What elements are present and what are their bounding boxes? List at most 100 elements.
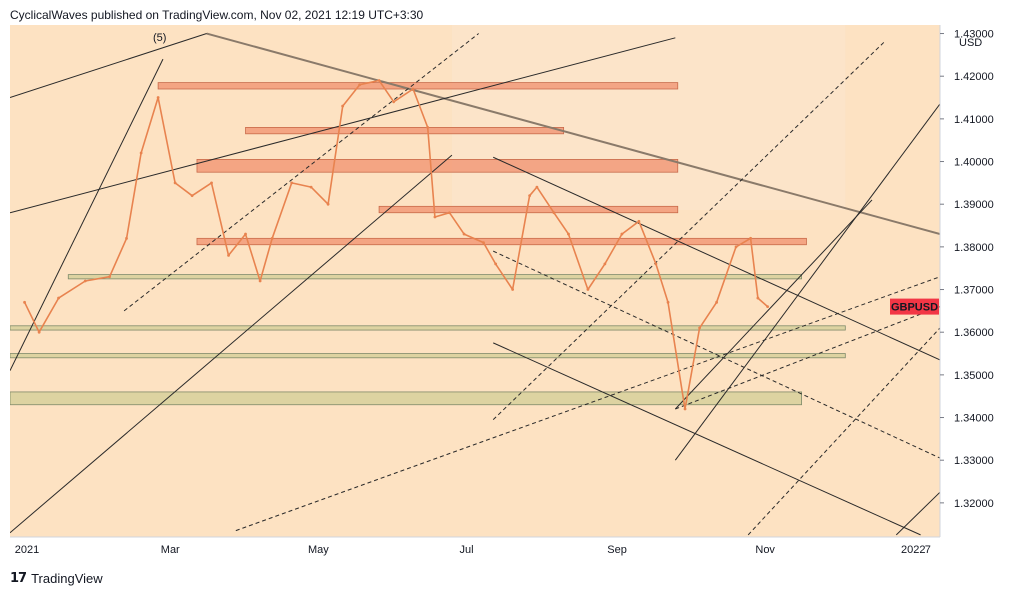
price-tick-label: 1.41000 bbox=[954, 114, 994, 126]
price-point bbox=[603, 262, 607, 266]
price-tick-label: 1.32000 bbox=[954, 498, 994, 510]
price-point bbox=[309, 185, 313, 189]
price-point bbox=[749, 236, 753, 240]
price-tick-label: 1.37000 bbox=[954, 285, 994, 297]
price-tick-label: 1.35000 bbox=[954, 370, 994, 382]
time-tick-label: Sep bbox=[607, 544, 627, 556]
price-point bbox=[586, 288, 590, 291]
channel-trend-line bbox=[10, 154, 453, 534]
price-chart[interactable]: (5)GBPUSD 1.430001.420001.410001.400001.… bbox=[10, 25, 999, 565]
resistance-zone bbox=[196, 237, 807, 246]
trend-lines bbox=[10, 32, 940, 536]
price-point bbox=[411, 87, 415, 91]
channel-trend-line bbox=[10, 33, 207, 99]
price-point bbox=[552, 211, 556, 215]
price-axis[interactable]: 1.43000 1.42000 1.41000 1.40000 1.39000 1.380… bbox=[939, 25, 994, 537]
price-tick-label: 1.43000 bbox=[954, 29, 994, 41]
price-point bbox=[156, 96, 160, 99]
price-point bbox=[715, 300, 719, 304]
support-zone bbox=[10, 325, 846, 331]
time-axis-background bbox=[10, 537, 940, 565]
annotation-layer: (5) GBPUSD bbox=[153, 32, 939, 315]
price-point bbox=[392, 100, 396, 104]
wave-5-label: (5) bbox=[153, 32, 166, 44]
price-tick-label: 1.33000 bbox=[954, 455, 994, 467]
price-series bbox=[23, 79, 769, 411]
price-point bbox=[83, 279, 87, 283]
price-point bbox=[358, 83, 362, 87]
price-point bbox=[567, 232, 570, 236]
resistance-trend-line bbox=[206, 32, 940, 236]
price-point bbox=[433, 215, 437, 219]
price-point bbox=[139, 151, 143, 155]
price-point bbox=[210, 181, 213, 185]
time-tick-label: 2022 bbox=[901, 544, 925, 556]
support-zone bbox=[67, 274, 802, 280]
price-point bbox=[426, 126, 430, 129]
price-point bbox=[341, 104, 345, 108]
publisher-line: CyclicalWaves published on TradingView.c… bbox=[10, 8, 424, 22]
price-tick-label: 1.38000 bbox=[954, 242, 994, 254]
dashed-trend-line bbox=[675, 306, 940, 410]
price-point bbox=[37, 330, 41, 334]
price-axis-background bbox=[940, 25, 999, 565]
price-point bbox=[23, 300, 26, 304]
price-point bbox=[683, 407, 687, 411]
time-tick-label: Mar bbox=[161, 544, 180, 556]
price-point bbox=[511, 288, 515, 291]
price-point bbox=[654, 262, 658, 266]
support-zone bbox=[10, 391, 802, 406]
price-point bbox=[734, 245, 738, 249]
time-tick-label: Nov bbox=[755, 544, 775, 556]
last-price-label: GBPUSD bbox=[891, 302, 938, 314]
time-tick-label: 7 bbox=[925, 544, 931, 556]
price-point bbox=[528, 194, 532, 198]
channel-trend-line bbox=[895, 491, 940, 536]
horizontal-zones bbox=[10, 82, 846, 406]
price-point bbox=[482, 241, 485, 245]
price-point bbox=[462, 232, 466, 236]
price-point bbox=[108, 275, 111, 279]
price-point bbox=[448, 211, 451, 215]
price-point bbox=[377, 79, 381, 82]
dashed-trend-line bbox=[123, 33, 479, 312]
price-point bbox=[698, 326, 702, 330]
price-point bbox=[125, 236, 128, 240]
price-point bbox=[227, 254, 230, 257]
price-tick-label: 1.39000 bbox=[954, 199, 994, 211]
price-point bbox=[666, 300, 670, 304]
tradingview-logo-icon[interactable]: 17 bbox=[10, 571, 27, 586]
footer: 17 TradingView bbox=[10, 571, 103, 586]
price-point bbox=[494, 262, 498, 266]
resistance-zone bbox=[245, 127, 565, 135]
time-tick-label: Jul bbox=[459, 544, 473, 556]
resistance-zone bbox=[157, 82, 679, 90]
dashed-trend-line bbox=[747, 327, 940, 536]
price-point bbox=[766, 305, 769, 308]
support-zone bbox=[10, 353, 846, 359]
price-point bbox=[258, 279, 262, 283]
time-tick-label: 2021 bbox=[15, 544, 39, 556]
dashed-trend-line bbox=[235, 276, 940, 532]
price-point bbox=[57, 296, 60, 300]
price-point bbox=[535, 185, 539, 189]
currency-label: USD bbox=[959, 37, 982, 49]
price-point bbox=[637, 219, 641, 223]
price-point bbox=[326, 202, 330, 206]
price-point bbox=[173, 181, 177, 185]
resistance-zone bbox=[378, 205, 679, 214]
channel-trend-line bbox=[493, 156, 940, 361]
price-point bbox=[190, 194, 194, 198]
last-price-badge bbox=[890, 298, 939, 315]
channel-trend-line bbox=[10, 58, 164, 371]
tradingview-brand[interactable]: TradingView bbox=[31, 571, 103, 586]
channel-trend-line bbox=[674, 199, 873, 410]
channel-trend-line bbox=[493, 342, 921, 536]
time-axis[interactable]: 2021 Mar May Jul Sep Nov 2022 7 bbox=[10, 536, 940, 556]
dashed-trend-line bbox=[493, 250, 940, 459]
channel-trend-line bbox=[10, 37, 676, 214]
price-point bbox=[620, 232, 624, 236]
time-tick-label: May bbox=[308, 544, 329, 556]
price-tick-label: 1.42000 bbox=[954, 71, 994, 83]
price-tick-label: 1.34000 bbox=[954, 413, 994, 425]
